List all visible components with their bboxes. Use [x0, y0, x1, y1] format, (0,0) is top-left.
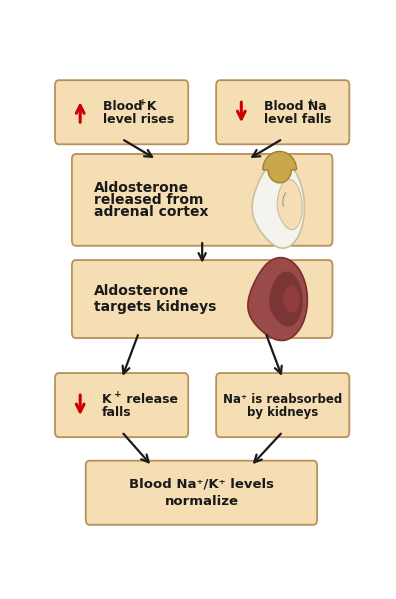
PathPatch shape — [248, 258, 307, 340]
Text: Aldosterone: Aldosterone — [94, 284, 189, 298]
FancyBboxPatch shape — [72, 260, 333, 338]
Text: +: + — [114, 391, 122, 400]
Text: normalize: normalize — [164, 495, 238, 507]
FancyBboxPatch shape — [86, 461, 317, 525]
Text: level rises: level rises — [103, 113, 175, 126]
FancyBboxPatch shape — [72, 154, 333, 246]
Text: Aldosterone: Aldosterone — [94, 181, 189, 195]
Text: Blood Na⁺/K⁺ levels: Blood Na⁺/K⁺ levels — [129, 478, 274, 491]
Text: +: + — [307, 98, 314, 107]
PathPatch shape — [283, 285, 300, 313]
PathPatch shape — [277, 179, 302, 229]
Text: adrenal cortex: adrenal cortex — [94, 205, 209, 219]
PathPatch shape — [252, 161, 305, 248]
Text: targets kidneys: targets kidneys — [94, 300, 216, 314]
Text: falls: falls — [102, 406, 131, 419]
Text: by kidneys: by kidneys — [247, 406, 318, 419]
PathPatch shape — [263, 152, 297, 183]
FancyBboxPatch shape — [55, 373, 188, 437]
FancyBboxPatch shape — [55, 80, 188, 144]
Text: K: K — [102, 393, 111, 406]
Text: Na⁺ is reabsorbed: Na⁺ is reabsorbed — [223, 393, 343, 406]
Text: +: + — [139, 98, 147, 107]
Text: level falls: level falls — [265, 113, 332, 126]
Text: Blood K: Blood K — [103, 100, 157, 113]
PathPatch shape — [269, 271, 303, 326]
Text: released from: released from — [94, 193, 204, 207]
Text: Blood Na: Blood Na — [265, 100, 327, 113]
FancyBboxPatch shape — [216, 373, 349, 437]
FancyBboxPatch shape — [216, 80, 349, 144]
Text: release: release — [122, 393, 178, 406]
